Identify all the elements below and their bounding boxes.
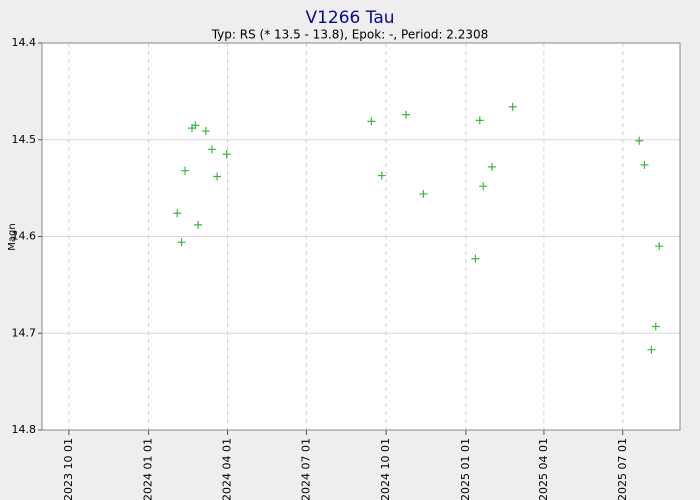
x-tick-label: 2024 04 01 [221,438,234,500]
x-tick-label: 2025 07 01 [616,438,629,500]
data-point [173,209,182,218]
data-point [635,136,644,145]
data-point [655,242,664,251]
y-tick-label: 14.6 [12,230,37,243]
data-point [640,160,649,169]
data-point [191,121,200,130]
data-point [402,110,411,119]
y-tick-label: 14.7 [12,326,37,339]
data-point [377,171,386,180]
x-tick-label: 2025 01 01 [459,438,472,500]
data-point [177,238,186,247]
data-point [367,117,376,126]
data-point [475,116,484,125]
data-point [508,102,517,111]
plot-frame [41,42,681,431]
x-tick-label: 2023 10 01 [62,438,75,500]
chart-subtitle: Typ: RS (* 13.5 - 13.8), Epok: -, Period… [211,28,489,42]
data-point [651,322,660,331]
data-point [647,345,656,354]
x-tick-label: 2024 01 01 [142,438,155,500]
data-point [213,172,222,181]
data-point [194,220,203,229]
data-point [207,145,216,154]
x-tick-label: 2024 07 01 [299,438,312,500]
y-tick-label: 14.4 [12,36,37,49]
y-axis-label: Magn [7,223,18,250]
x-tick-label: 2025 04 01 [537,438,550,500]
chart-title: V1266 Tau [305,8,394,28]
data-point [479,182,488,191]
data-point [419,189,428,198]
x-tick-label: 2024 10 01 [379,438,392,500]
data-point [471,254,480,263]
y-tick-label: 14.5 [12,133,37,146]
data-point [181,166,190,175]
data-point [201,127,210,136]
data-point [222,150,231,159]
y-tick-label: 14.8 [12,423,37,436]
data-point [487,162,496,171]
